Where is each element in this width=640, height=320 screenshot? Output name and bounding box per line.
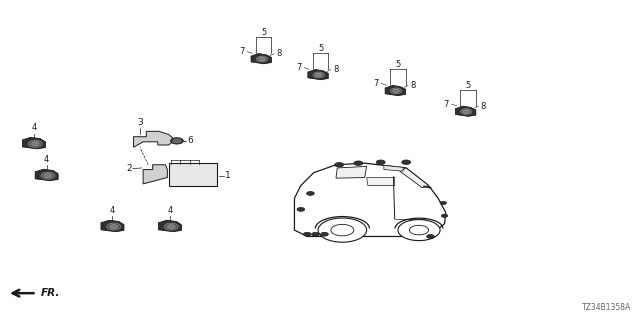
Polygon shape	[294, 163, 446, 236]
Circle shape	[390, 88, 402, 94]
Circle shape	[171, 138, 183, 144]
Text: 4: 4	[44, 155, 49, 164]
Circle shape	[168, 225, 175, 228]
Circle shape	[376, 160, 385, 164]
Circle shape	[461, 109, 472, 115]
Text: 8: 8	[481, 102, 486, 111]
Polygon shape	[22, 137, 45, 149]
Text: 4: 4	[110, 206, 115, 215]
Circle shape	[110, 225, 118, 228]
Circle shape	[312, 232, 319, 236]
Circle shape	[318, 218, 367, 242]
Polygon shape	[400, 168, 429, 188]
Text: 5: 5	[261, 28, 266, 37]
Circle shape	[442, 214, 448, 217]
Text: 4: 4	[31, 123, 36, 132]
Polygon shape	[159, 220, 181, 232]
Text: 3: 3	[137, 118, 143, 127]
Circle shape	[164, 223, 178, 230]
Text: 8: 8	[410, 81, 416, 90]
Text: 8: 8	[276, 49, 282, 58]
Circle shape	[107, 223, 121, 230]
Text: 5: 5	[396, 60, 401, 69]
Polygon shape	[134, 131, 175, 147]
Text: 4: 4	[167, 206, 173, 215]
Text: 5: 5	[465, 81, 471, 90]
Circle shape	[173, 139, 180, 143]
Text: 7: 7	[374, 79, 379, 88]
Circle shape	[393, 89, 399, 92]
Circle shape	[427, 235, 435, 238]
Polygon shape	[101, 220, 124, 232]
Circle shape	[28, 140, 42, 147]
Circle shape	[402, 160, 411, 164]
Circle shape	[44, 174, 52, 178]
Bar	[169, 163, 216, 186]
Circle shape	[354, 161, 363, 165]
Text: 2: 2	[126, 164, 132, 173]
Polygon shape	[35, 169, 58, 181]
Polygon shape	[456, 106, 476, 116]
Text: FR.: FR.	[40, 288, 60, 298]
Text: 7: 7	[296, 63, 301, 72]
Text: 7: 7	[444, 100, 449, 109]
Polygon shape	[385, 85, 406, 96]
Circle shape	[256, 56, 268, 62]
Circle shape	[410, 225, 429, 235]
Circle shape	[398, 220, 440, 241]
Circle shape	[31, 142, 39, 146]
Text: 1: 1	[225, 172, 230, 180]
Polygon shape	[143, 165, 168, 184]
Text: 6: 6	[187, 136, 193, 145]
Circle shape	[297, 207, 305, 211]
Polygon shape	[336, 166, 367, 178]
Circle shape	[321, 232, 328, 236]
Circle shape	[316, 73, 322, 76]
Circle shape	[307, 192, 314, 196]
Circle shape	[331, 224, 354, 236]
Circle shape	[463, 110, 469, 113]
Circle shape	[259, 57, 265, 60]
Text: TZ34B1358A: TZ34B1358A	[582, 303, 632, 312]
Circle shape	[335, 163, 344, 167]
Circle shape	[41, 172, 55, 179]
Circle shape	[303, 232, 311, 236]
Text: 8: 8	[333, 65, 339, 74]
Polygon shape	[308, 69, 328, 80]
Circle shape	[440, 201, 447, 204]
Text: 7: 7	[239, 47, 244, 56]
Polygon shape	[251, 53, 271, 64]
Text: 5: 5	[318, 44, 323, 53]
Polygon shape	[384, 165, 403, 171]
Circle shape	[313, 72, 324, 78]
Polygon shape	[367, 178, 395, 186]
